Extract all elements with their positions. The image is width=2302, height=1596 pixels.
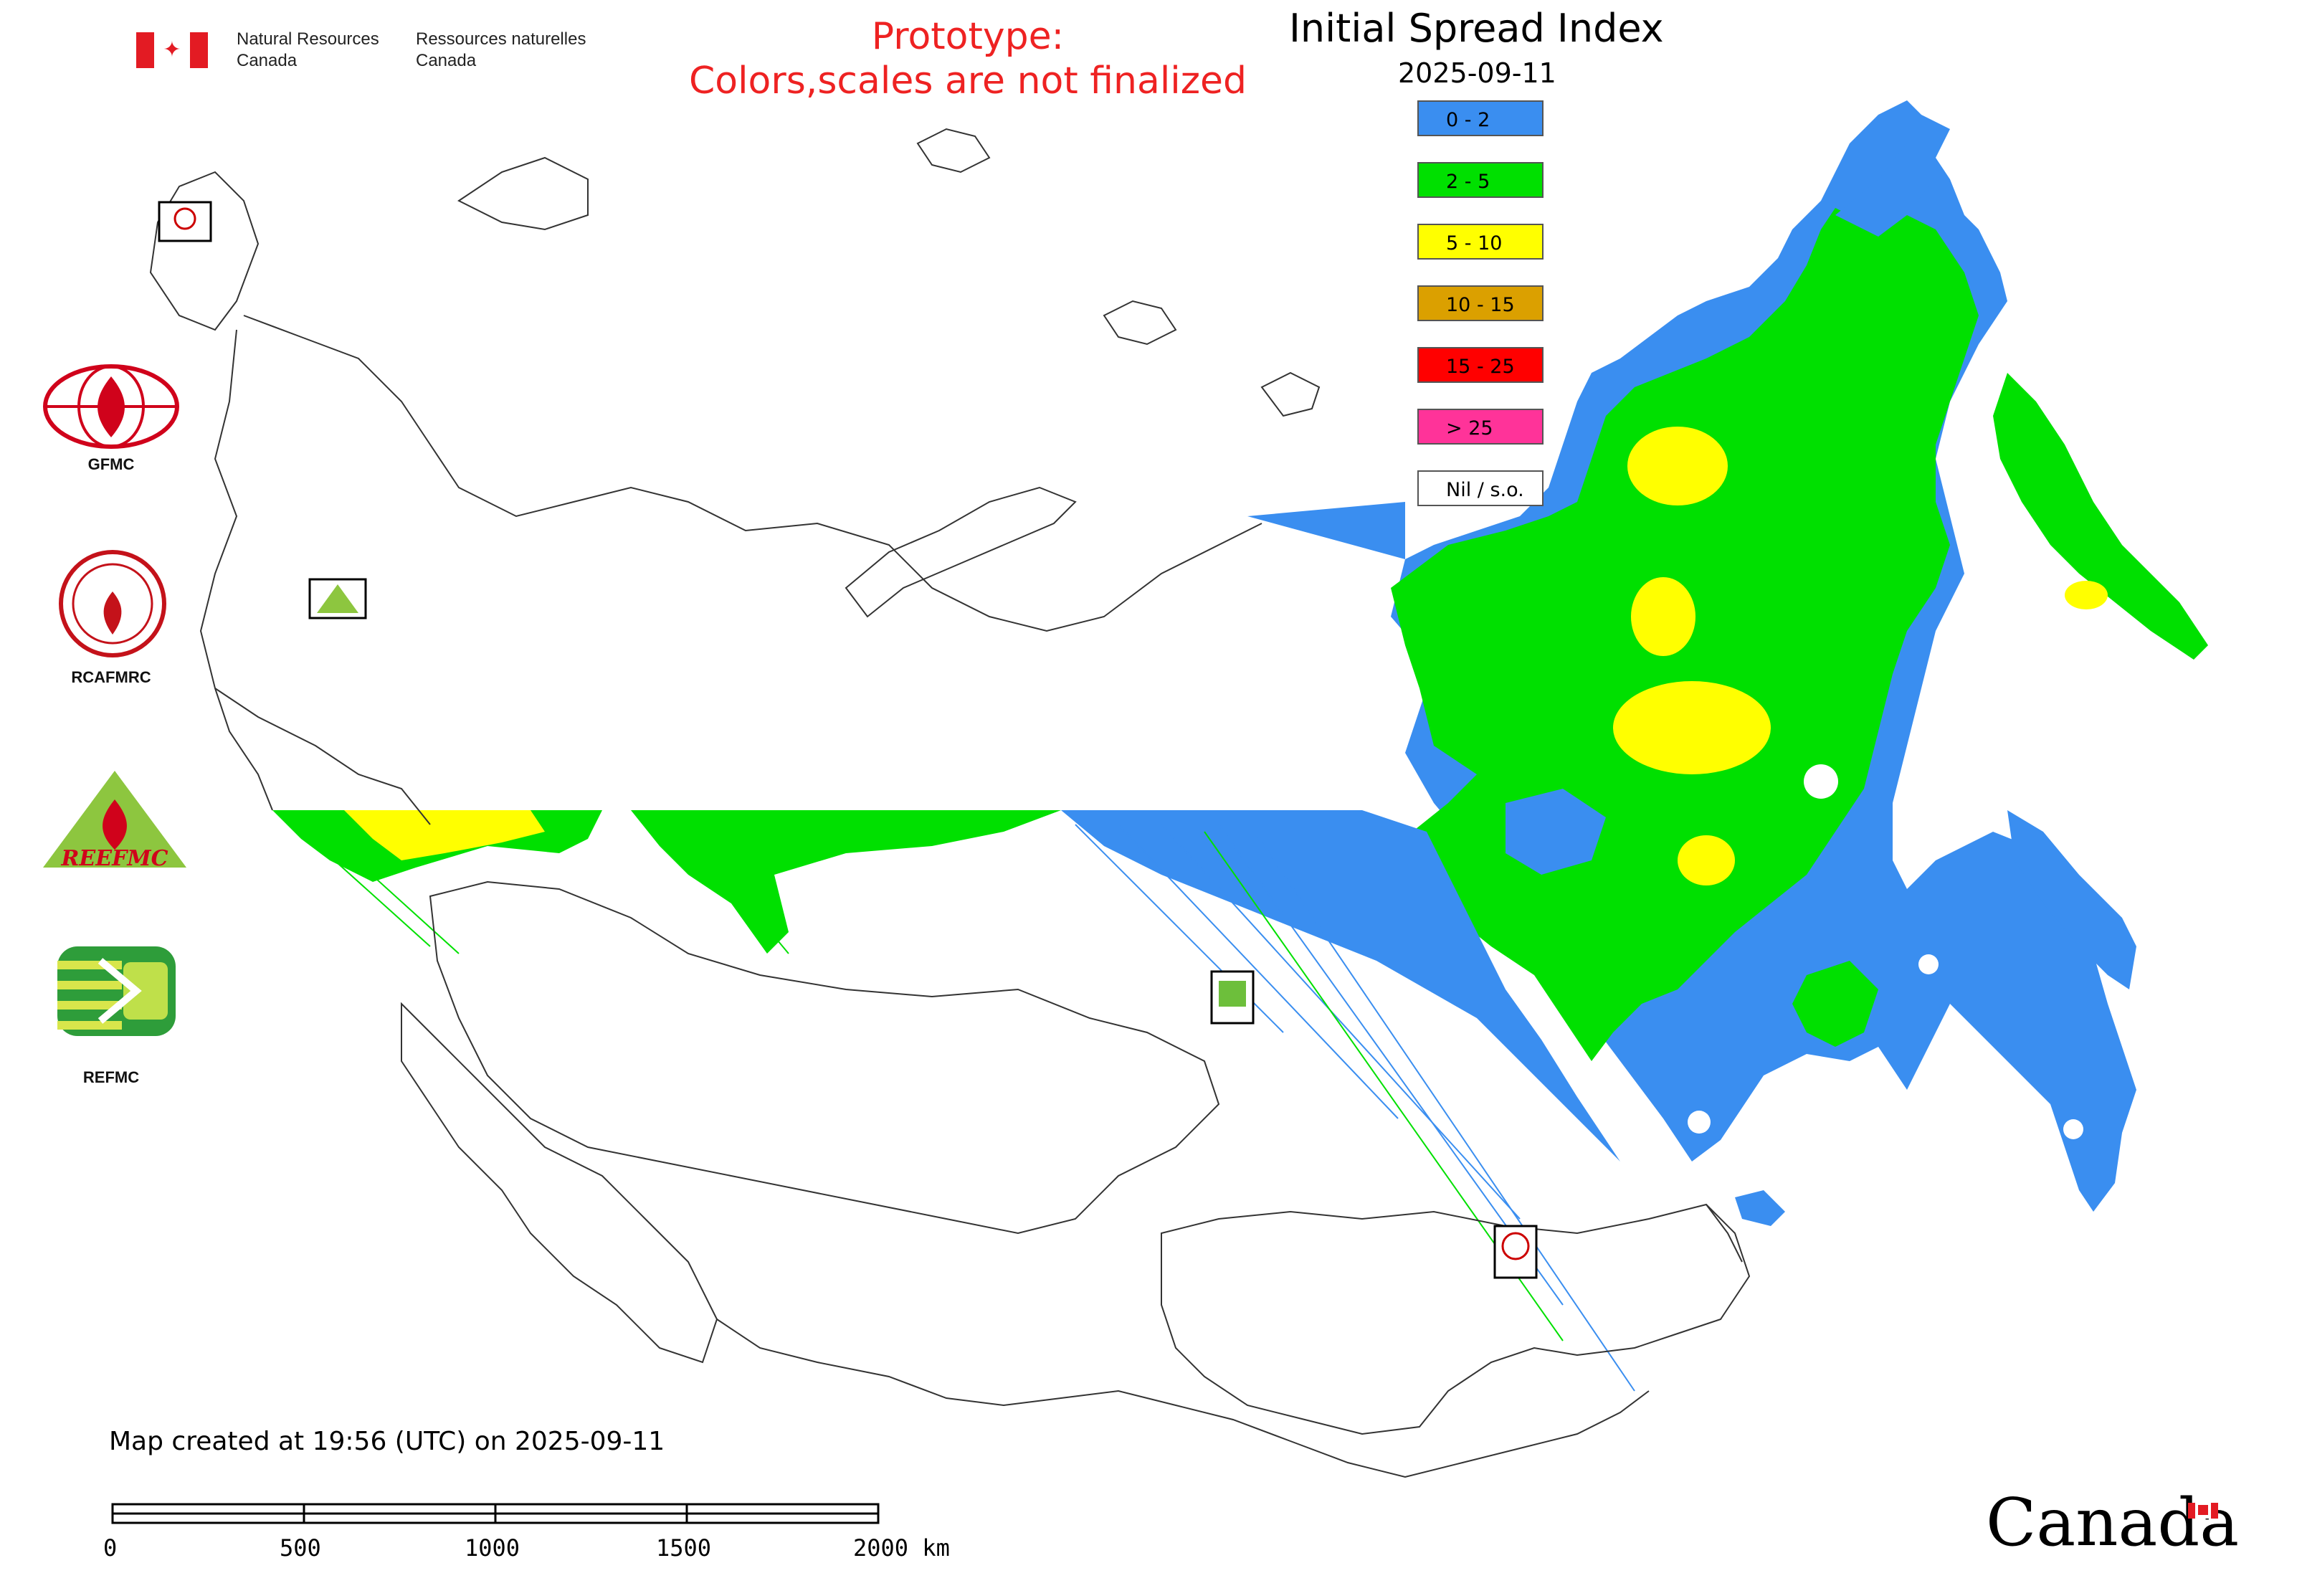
gfmc-marker bbox=[158, 201, 212, 242]
legend-label: 2 - 5 bbox=[1446, 171, 1490, 193]
prototype-line1: Prototype: bbox=[871, 15, 1065, 58]
reefmc-marker-symbol bbox=[317, 584, 358, 613]
europe-border bbox=[199, 329, 273, 811]
legend-label: 10 - 15 bbox=[1446, 294, 1515, 316]
novaya-zemlya-outline bbox=[845, 486, 1077, 618]
refmc-logo bbox=[57, 946, 176, 1036]
center-markers bbox=[158, 201, 1538, 1279]
legend-label: 5 - 10 bbox=[1446, 232, 1503, 255]
legend-item: 2 - 5 bbox=[1417, 162, 1544, 198]
reefmc-wordmark: REEFMC bbox=[61, 846, 168, 871]
region-yellow-coast bbox=[2065, 581, 2108, 609]
legend-item: 5 - 10 bbox=[1417, 224, 1544, 260]
nrcan-fr-line1: Ressources naturelles bbox=[416, 29, 586, 49]
nrcan-wordmark-en: Natural Resources Canada bbox=[237, 29, 379, 72]
maple-leaf-icon: ✦ bbox=[163, 37, 181, 62]
scale-label-1000: 1000 bbox=[465, 1534, 520, 1562]
index-raster bbox=[272, 100, 2208, 1392]
prototype-line2: Colors,scales are not finalized bbox=[688, 60, 1247, 103]
refmc-square bbox=[123, 962, 168, 1020]
gfmc-marker-symbol bbox=[173, 207, 196, 230]
region-yellow-large bbox=[1613, 681, 1771, 774]
legend-item: Nil / s.o. bbox=[1417, 470, 1544, 506]
nil-circle bbox=[1804, 764, 1838, 799]
refmc-stripe bbox=[57, 1021, 122, 1030]
region-blue-island bbox=[1735, 1190, 1785, 1226]
russia-west-outline bbox=[243, 315, 1262, 632]
rcafmrc-marker bbox=[1493, 1225, 1538, 1279]
region-yellow-central bbox=[1631, 577, 1695, 656]
rcafmrc-logo bbox=[59, 550, 166, 657]
arctic-islands-outline bbox=[1103, 300, 1177, 346]
legend-label: 15 - 25 bbox=[1446, 356, 1515, 378]
legend-label: Nil / s.o. bbox=[1446, 479, 1524, 501]
refmc-sigma-icon bbox=[97, 958, 142, 1024]
region-blue-peninsula bbox=[2007, 810, 2136, 989]
scale-label-1500: 1500 bbox=[656, 1534, 712, 1562]
nrcan-wordmark-fr: Ressources naturelles Canada bbox=[416, 29, 586, 72]
nrcan-en-line1: Natural Resources bbox=[237, 29, 379, 49]
rcafmrc-inner-ring bbox=[72, 563, 153, 645]
refmc-stripe bbox=[57, 1001, 122, 1010]
region-yellow-south bbox=[1678, 835, 1735, 885]
gfmc-flame bbox=[97, 376, 125, 437]
canada-wordmark-text: Canada bbox=[1986, 1484, 2240, 1561]
scale-label-2000: 2000 km bbox=[853, 1534, 950, 1562]
gfmc-logo bbox=[43, 364, 179, 449]
legend-item: 0 - 2 bbox=[1417, 100, 1544, 136]
scale-bar bbox=[111, 1503, 880, 1524]
reefmc-logo bbox=[43, 771, 186, 868]
strip-green-middle bbox=[631, 810, 1061, 954]
region-green-southeast bbox=[1792, 961, 1878, 1047]
refmc-stripe bbox=[57, 981, 122, 989]
scale-label-0: 0 bbox=[103, 1534, 118, 1562]
reefmc-flame bbox=[103, 799, 127, 850]
strip-yellow-west bbox=[344, 810, 545, 860]
map-date: 2025-09-11 bbox=[1398, 57, 1556, 89]
flag-right-band bbox=[190, 32, 208, 68]
region-yellow-north bbox=[1627, 427, 1728, 505]
mongolia-outline bbox=[1161, 1203, 1751, 1435]
canada-wordmark-leaf-icon bbox=[2198, 1505, 2208, 1515]
flag-left-band bbox=[136, 32, 154, 68]
nil-circle bbox=[1688, 1111, 1711, 1134]
canada-wordmark: Canada bbox=[1986, 1484, 2239, 1561]
rcafmrc-flame bbox=[103, 592, 122, 635]
rcafmrc-marker-symbol bbox=[1501, 1232, 1530, 1260]
rcafmrc-caption: RCAFMRC bbox=[71, 668, 151, 686]
canada-wordmark-flag-icon bbox=[2188, 1503, 2218, 1519]
region-blue-north bbox=[1835, 129, 1936, 237]
region-blue-lake bbox=[1506, 789, 1606, 875]
china-outline bbox=[716, 1319, 1650, 1478]
korea-outline bbox=[1706, 1204, 1743, 1263]
canada-flag-icon: ✦ bbox=[136, 32, 208, 68]
scandinavia-outline bbox=[149, 171, 260, 331]
central-asia-outline bbox=[401, 1002, 718, 1364]
franz-josef-outline bbox=[916, 128, 991, 174]
prototype-notice: Prototype: Colors,scales are not finaliz… bbox=[645, 14, 1290, 103]
kazakhstan-outline bbox=[429, 880, 1220, 1235]
taimyr-islands-outline bbox=[1260, 371, 1321, 417]
gfmc-caption: GFMC bbox=[87, 455, 135, 473]
refmc-caption: REFMC bbox=[82, 1068, 140, 1086]
legend-label: > 25 bbox=[1446, 417, 1493, 440]
nrcan-fr-line2: Canada bbox=[416, 51, 477, 70]
region-green-east bbox=[1993, 373, 2208, 660]
refmc-marker-symbol bbox=[1219, 981, 1246, 1007]
legend-item: > 25 bbox=[1417, 409, 1544, 445]
map-title: Initial Spread Index bbox=[1289, 6, 1664, 51]
legend-item: 10 - 15 bbox=[1417, 285, 1544, 321]
legend-item: 15 - 25 bbox=[1417, 347, 1544, 383]
nrcan-en-line2: Canada bbox=[237, 51, 298, 70]
legend-label: 0 - 2 bbox=[1446, 109, 1490, 131]
country-outlines bbox=[149, 128, 1751, 1478]
scale-label-500: 500 bbox=[280, 1534, 321, 1562]
nil-circle bbox=[2063, 1119, 2083, 1139]
map-created-note: Map created at 19:56 (UTC) on 2025-09-11 bbox=[109, 1427, 665, 1456]
ukraine-outline bbox=[214, 688, 431, 825]
kola-outline bbox=[457, 156, 589, 231]
nil-circle bbox=[1918, 954, 1939, 974]
strip-blue-east bbox=[1061, 810, 1620, 1162]
